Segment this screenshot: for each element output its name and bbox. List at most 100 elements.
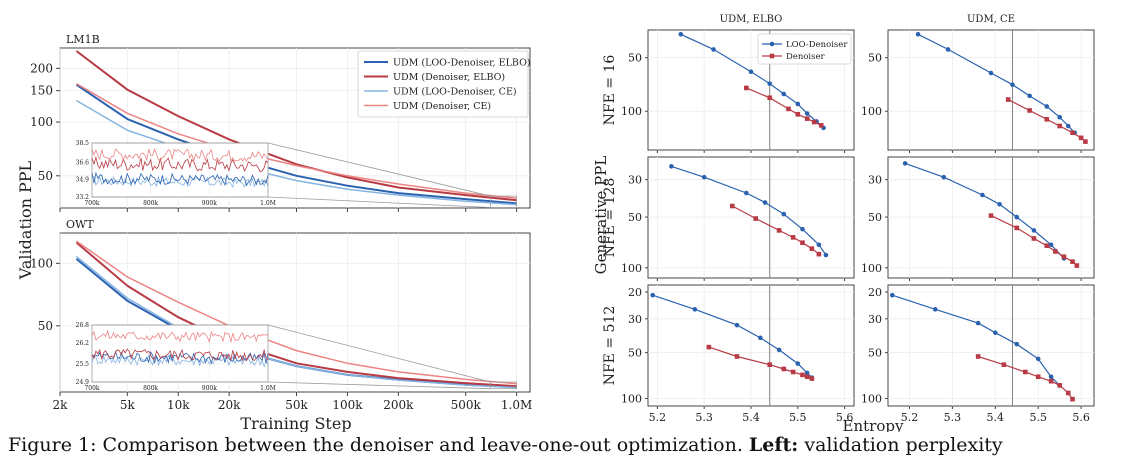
zoom-region (490, 195, 517, 208)
series-line (904, 162, 1065, 259)
y-tick-label: 30 (868, 174, 882, 187)
data-point (781, 366, 787, 372)
data-point (800, 240, 805, 246)
data-point (786, 106, 791, 112)
subplot-r2-c1: 30 50 100 (621, 156, 855, 281)
legend-label: Denoiser (786, 52, 826, 62)
series-line (76, 83, 517, 199)
data-point (701, 174, 707, 180)
data-point (809, 246, 815, 251)
data-point (734, 322, 740, 328)
data-point (1031, 236, 1037, 241)
x-tick-label: 5.5 (789, 411, 807, 424)
inset-y-tick-label: 26.8 (76, 322, 90, 329)
figure: Validation PPL Training Step LM1B 200 150 100… (16, 14, 1095, 432)
data-point (1048, 242, 1054, 248)
plot-frame (887, 29, 1095, 151)
inset-plot: 700k 800k 900k 1.0M 38.5 36.6 34.9 33.2 (76, 140, 276, 207)
data-point (816, 251, 822, 257)
zoom-connector (267, 196, 491, 208)
data-point (804, 374, 810, 380)
data-point (889, 292, 895, 298)
x-tick-label: 2k (53, 398, 69, 412)
data-point (650, 292, 655, 298)
data-point (1057, 383, 1062, 388)
y-tick-label: 30 (628, 313, 642, 326)
y-tick-label: 20 (868, 286, 882, 299)
legend: UDM (LOO-Denoiser, ELBO) UDM (Denoiser, E… (357, 50, 531, 118)
data-point (800, 372, 805, 378)
inset-series-line (91, 155, 269, 173)
x-tick-label: 5.5 (1029, 411, 1047, 424)
data-point (1044, 104, 1050, 109)
data-point (1001, 362, 1007, 367)
right-ylabel: Generative PPL (592, 156, 610, 275)
x-tick-label: 5.2 (901, 411, 919, 424)
data-point (1014, 214, 1020, 220)
legend-label: UDM (LOO-Denoiser, ELBO) (393, 58, 531, 69)
data-point (1014, 225, 1020, 231)
data-point (804, 370, 810, 376)
data-point (762, 200, 768, 205)
data-point (790, 235, 796, 240)
data-point (767, 95, 773, 101)
column-title: UDM, ELBO (720, 14, 783, 25)
data-point (975, 354, 981, 359)
data-point (669, 164, 674, 169)
series-line (75, 255, 517, 389)
subplot-r1-c1: 50 100 LOO-Denoiser Denoiser (621, 29, 855, 153)
data-point (744, 190, 749, 196)
y-tick-label: 200 (30, 61, 53, 75)
data-point (1057, 123, 1062, 129)
data-point (1010, 82, 1015, 88)
inset-x-tick-label: 1.0M (260, 200, 276, 207)
x-tick-label: 5k (120, 398, 136, 412)
data-point (992, 330, 998, 335)
series-line (671, 165, 827, 256)
y-tick-label: 100 (621, 105, 642, 118)
zoom-connector (267, 142, 491, 197)
left-xlabel: Training Step (240, 414, 351, 432)
subplot-r2-c2: 30 50 100 (861, 156, 1095, 281)
y-tick-label: 100 (621, 392, 642, 405)
data-point (1065, 390, 1071, 396)
data-point (1048, 378, 1054, 384)
y-tick-label: 30 (628, 174, 642, 187)
x-tick-label: 100k (332, 398, 363, 412)
legend-label: UDM (Denoiser, CE) (393, 101, 491, 112)
inset-x-tick-label: 800k (143, 200, 158, 207)
row-title: NFE = 512 (602, 306, 618, 386)
data-point (988, 213, 994, 218)
left-figure: Validation PPL Training Step LM1B 200 150 100… (16, 33, 532, 432)
inset-series-line (91, 329, 269, 344)
inset-y-tick-label: 24.9 (76, 379, 90, 386)
series-line (75, 241, 517, 388)
caption-text-2: optimization. (616, 434, 743, 456)
data-point (790, 369, 796, 375)
inset-frame (91, 142, 269, 198)
y-tick-label: 50 (868, 211, 882, 224)
data-point (758, 335, 763, 341)
x-tick-label: 200k (383, 398, 414, 412)
data-point (915, 32, 921, 37)
data-point (975, 320, 981, 326)
data-point (988, 70, 994, 76)
data-point (748, 69, 754, 75)
y-tick-label: 150 (30, 84, 53, 98)
inset-x-tick-label: 900k (202, 385, 217, 392)
legend-label: UDM (Denoiser, ELBO) (393, 72, 505, 83)
inset-series-line (91, 148, 269, 163)
data-point (1027, 93, 1032, 99)
zoom-connector (267, 324, 491, 383)
data-point (804, 111, 810, 116)
legend-marker (769, 53, 775, 59)
zoom-region (490, 381, 517, 390)
data-point (1035, 374, 1041, 380)
data-point (1061, 254, 1067, 260)
subplot-r3-c1: 5.2 5.3 5.4 5.5 5.6 20 30 50 100 (621, 284, 855, 424)
data-point (776, 228, 782, 233)
inset-y-tick-label: 26.2 (76, 340, 90, 347)
data-point (809, 376, 815, 381)
y-tick-label: 50 (868, 52, 882, 65)
y-tick-label: 50 (38, 169, 53, 183)
